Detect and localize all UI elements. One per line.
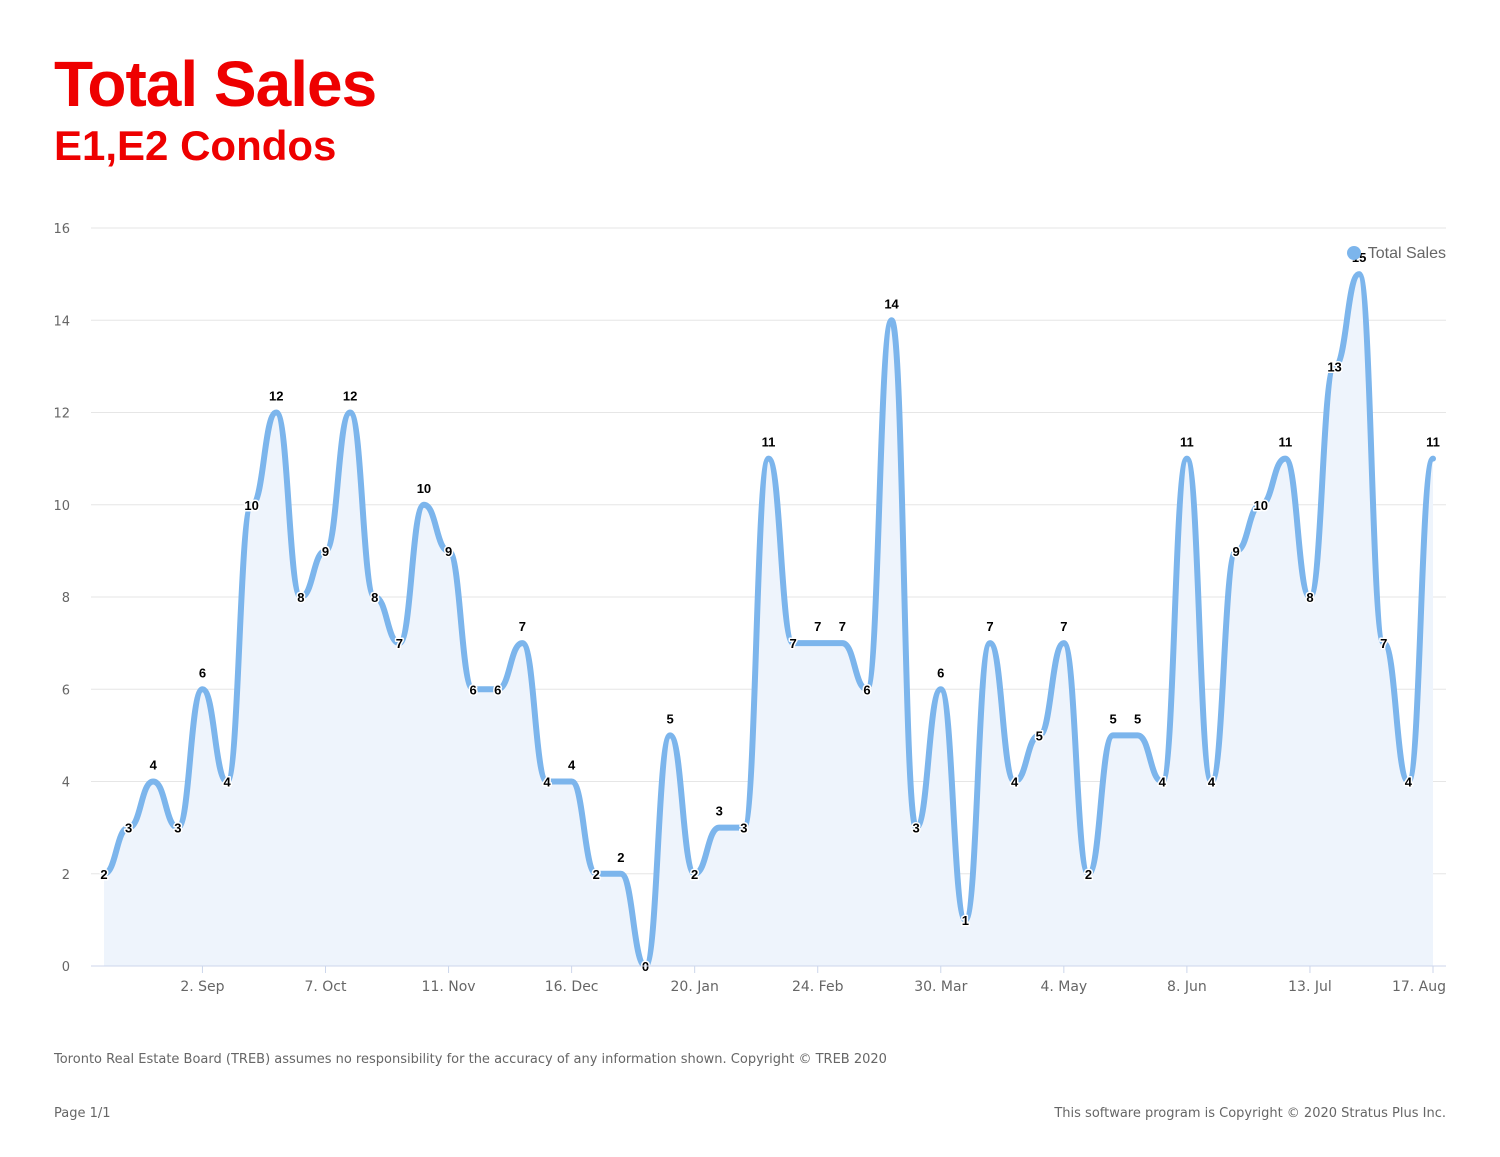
data-label: 7 (814, 619, 821, 634)
chart-subtitle: E1,E2 Condos (54, 122, 337, 169)
data-label: 3 (716, 804, 723, 819)
data-label: 4 (223, 775, 231, 790)
y-tick-label: 10 (53, 499, 70, 514)
legend[interactable]: Total Sales (1347, 245, 1446, 262)
data-label: 2 (593, 867, 600, 882)
page-number: Page 1/1 (54, 1106, 111, 1121)
data-label: 11 (1180, 435, 1194, 450)
data-label: 12 (269, 389, 283, 404)
data-labels: 2343641012891287109667442205233117776143… (99, 249, 1441, 976)
x-tick-label: 13. Jul (1288, 979, 1332, 995)
x-tick-label: 24. Feb (792, 979, 844, 995)
copyright-text: This software program is Copyright © 202… (1054, 1106, 1446, 1121)
x-axis: 2. Sep 7. Oct 11. Nov 16. Dec 20. Jan 24. Feb… (91, 965, 1446, 995)
y-tick-label: 4 (62, 776, 70, 791)
y-axis: 0 2 4 6 8 10 12 14 16 (53, 222, 70, 975)
y-tick-label: 2 (62, 868, 70, 883)
data-label: 2 (691, 867, 698, 882)
data-label: 7 (789, 636, 796, 651)
data-label: 3 (125, 821, 132, 836)
data-label: 2 (617, 850, 624, 865)
data-label: 3 (913, 821, 920, 836)
data-label: 10 (244, 498, 258, 513)
data-label: 11 (1278, 435, 1292, 450)
data-label: 13 (1327, 359, 1341, 374)
data-label: 12 (343, 389, 357, 404)
y-tick-label: 12 (53, 407, 70, 422)
chart-title: Total Sales (54, 48, 377, 120)
x-tick-label: 4. May (1040, 979, 1087, 995)
disclaimer-text: Toronto Real Estate Board (TREB) assumes… (54, 1052, 887, 1067)
series-line-layer (101, 271, 1436, 969)
y-tick-label: 6 (62, 683, 70, 698)
data-label: 5 (1134, 711, 1141, 726)
x-tick-label: 2. Sep (180, 979, 224, 995)
data-label: 9 (322, 544, 329, 559)
data-label: 9 (1232, 544, 1239, 559)
area-fill (104, 274, 1433, 966)
series-area (104, 274, 1433, 966)
x-tick-label: 20. Jan (671, 979, 719, 995)
data-label: 6 (470, 682, 477, 697)
data-label: 4 (543, 775, 551, 790)
data-label: 5 (1036, 728, 1043, 743)
data-label: 7 (519, 619, 526, 634)
data-label: 10 (1253, 498, 1267, 513)
data-label: 11 (762, 435, 776, 450)
data-label: 14 (884, 296, 899, 311)
y-tick-label: 8 (62, 591, 70, 606)
data-label: 1 (962, 913, 969, 928)
y-tick-label: 0 (62, 960, 70, 975)
data-label: 6 (937, 665, 944, 680)
series-line (101, 271, 1436, 969)
data-label: 8 (371, 590, 378, 605)
data-label: 2 (1085, 867, 1092, 882)
data-label: 3 (174, 821, 181, 836)
legend-label: Total Sales (1368, 245, 1446, 262)
x-tick-label: 7. Oct (304, 979, 347, 995)
data-label: 4 (1011, 775, 1019, 790)
data-label: 6 (199, 665, 206, 680)
data-label: 10 (417, 481, 431, 496)
data-label: 3 (740, 821, 747, 836)
data-label: 7 (1060, 619, 1067, 634)
y-tick-label: 16 (53, 222, 70, 237)
data-label: 6 (863, 682, 870, 697)
x-tick-label: 30. Mar (914, 979, 967, 995)
data-label: 4 (1159, 775, 1167, 790)
data-label: 7 (839, 619, 846, 634)
data-label: 4 (1208, 775, 1216, 790)
x-tick-label: 8. Jun (1167, 979, 1207, 995)
x-tick-label: 16. Dec (545, 979, 599, 995)
data-label: 7 (396, 636, 403, 651)
legend-marker-icon (1347, 246, 1361, 260)
data-label: 8 (297, 590, 304, 605)
data-label: 7 (986, 619, 993, 634)
data-label: 6 (494, 682, 501, 697)
x-tick-label: 11. Nov (422, 979, 476, 995)
data-label: 4 (150, 758, 158, 773)
data-label: 5 (666, 711, 673, 726)
data-label: 2 (100, 867, 107, 882)
data-label: 11 (1426, 435, 1440, 450)
data-label: 7 (1380, 636, 1387, 651)
data-label: 4 (568, 758, 576, 773)
data-label: 8 (1306, 590, 1313, 605)
y-tick-label: 14 (53, 314, 70, 329)
data-label: 5 (1109, 711, 1116, 726)
x-tick-label: 17. Aug (1392, 979, 1446, 995)
data-label: 4 (1405, 775, 1413, 790)
data-label: 9 (445, 544, 452, 559)
